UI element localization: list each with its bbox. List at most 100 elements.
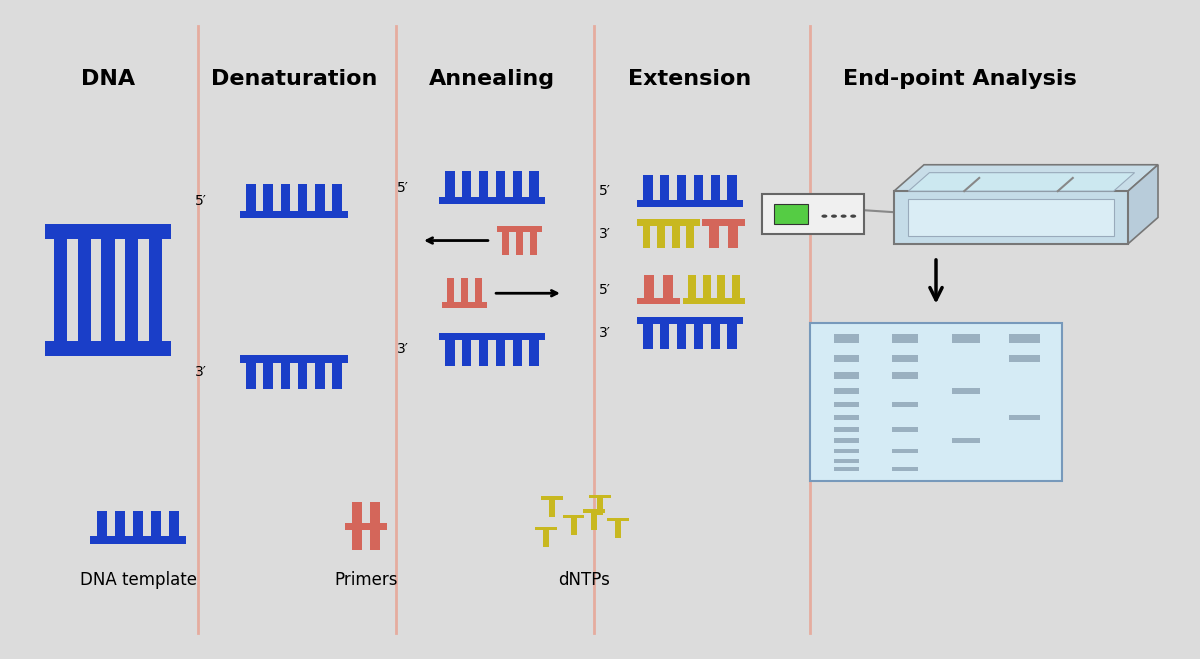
Bar bbox=[637, 298, 680, 304]
Bar bbox=[445, 340, 455, 366]
Bar bbox=[169, 511, 179, 536]
Bar bbox=[240, 211, 348, 218]
Bar bbox=[264, 184, 272, 211]
Bar bbox=[46, 341, 170, 356]
Bar bbox=[332, 362, 342, 389]
Bar bbox=[1009, 355, 1039, 362]
Bar bbox=[894, 191, 1128, 244]
Bar bbox=[834, 467, 859, 471]
Text: Denaturation: Denaturation bbox=[211, 69, 377, 89]
Bar bbox=[677, 324, 686, 349]
Bar bbox=[908, 199, 1114, 236]
Bar bbox=[694, 324, 703, 349]
Bar bbox=[686, 226, 695, 248]
Bar bbox=[892, 427, 918, 432]
Bar bbox=[660, 175, 670, 200]
Polygon shape bbox=[908, 173, 1135, 191]
Text: 3′: 3′ bbox=[194, 365, 206, 380]
Bar bbox=[834, 402, 859, 407]
Bar bbox=[281, 362, 290, 389]
Polygon shape bbox=[894, 165, 1158, 191]
Bar bbox=[643, 324, 653, 349]
Bar bbox=[616, 521, 622, 538]
Bar bbox=[658, 226, 665, 248]
Bar bbox=[718, 275, 725, 298]
Bar bbox=[571, 518, 577, 535]
Bar bbox=[644, 275, 654, 298]
Bar bbox=[298, 184, 307, 211]
Polygon shape bbox=[1128, 165, 1158, 244]
Bar bbox=[370, 530, 380, 550]
Text: 5′: 5′ bbox=[397, 181, 409, 195]
Bar bbox=[550, 500, 554, 517]
Bar bbox=[892, 467, 918, 471]
Bar bbox=[479, 340, 488, 366]
Bar bbox=[952, 388, 980, 394]
Bar bbox=[462, 171, 472, 197]
Bar bbox=[703, 275, 710, 298]
Bar bbox=[264, 362, 272, 389]
Circle shape bbox=[841, 215, 847, 217]
Text: DNA: DNA bbox=[80, 69, 136, 89]
Bar bbox=[834, 355, 859, 362]
Bar bbox=[332, 184, 342, 211]
Bar bbox=[133, 511, 143, 536]
Bar bbox=[774, 204, 808, 224]
Bar bbox=[834, 438, 859, 443]
Bar bbox=[892, 372, 918, 379]
Bar bbox=[589, 495, 611, 498]
Circle shape bbox=[830, 215, 838, 217]
Bar bbox=[151, 511, 161, 536]
Bar bbox=[762, 194, 864, 234]
Bar bbox=[149, 239, 162, 290]
Text: 5′: 5′ bbox=[599, 184, 611, 198]
Bar bbox=[298, 362, 307, 389]
Bar bbox=[834, 388, 859, 394]
Bar bbox=[78, 290, 91, 341]
Text: Annealing: Annealing bbox=[428, 69, 556, 89]
Bar bbox=[246, 184, 256, 211]
Bar bbox=[316, 362, 324, 389]
Bar bbox=[710, 324, 720, 349]
Bar bbox=[834, 449, 859, 453]
Bar bbox=[834, 415, 859, 420]
Bar bbox=[497, 225, 542, 232]
Bar bbox=[496, 171, 505, 197]
Bar bbox=[810, 323, 1062, 481]
Text: dNTPs: dNTPs bbox=[558, 571, 611, 589]
Bar bbox=[709, 226, 719, 248]
Bar bbox=[479, 171, 488, 197]
Bar bbox=[892, 449, 918, 453]
Bar bbox=[529, 340, 539, 366]
Bar bbox=[439, 197, 545, 204]
Circle shape bbox=[822, 215, 828, 217]
Text: DNA template: DNA template bbox=[79, 571, 197, 589]
Bar bbox=[502, 232, 510, 255]
Bar bbox=[316, 184, 324, 211]
Text: 5′: 5′ bbox=[194, 194, 206, 208]
Bar bbox=[660, 324, 670, 349]
Bar bbox=[637, 200, 743, 207]
Bar bbox=[97, 511, 107, 536]
Bar bbox=[637, 219, 700, 226]
Bar bbox=[694, 175, 703, 200]
Bar bbox=[535, 527, 557, 530]
Bar bbox=[607, 518, 629, 521]
Bar bbox=[462, 340, 472, 366]
Bar bbox=[688, 275, 696, 298]
Bar bbox=[512, 340, 522, 366]
Bar bbox=[46, 224, 170, 239]
Bar bbox=[683, 298, 745, 304]
Bar bbox=[54, 290, 67, 341]
Bar bbox=[102, 290, 114, 341]
Bar bbox=[834, 372, 859, 379]
Bar bbox=[442, 302, 487, 308]
Bar bbox=[445, 171, 455, 197]
Bar bbox=[834, 334, 859, 343]
Bar bbox=[474, 278, 482, 302]
Text: 3′: 3′ bbox=[599, 227, 611, 241]
Bar bbox=[892, 334, 918, 343]
Bar bbox=[727, 324, 737, 349]
Bar bbox=[592, 513, 598, 530]
Bar bbox=[512, 171, 522, 197]
